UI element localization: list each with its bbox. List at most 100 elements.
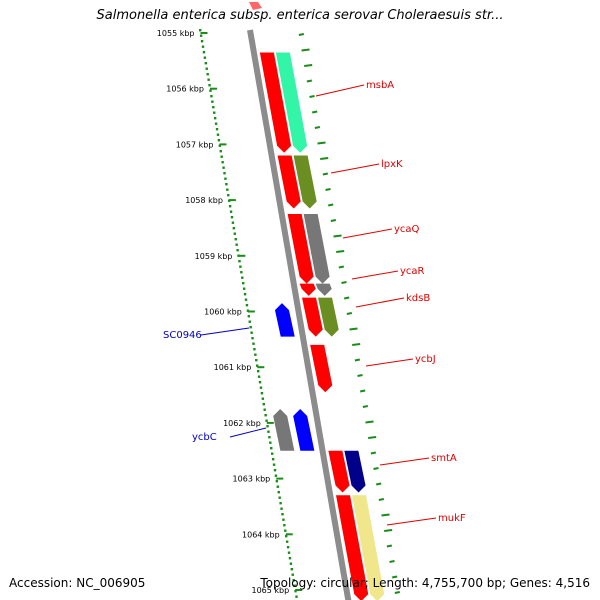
smta-cog-arrow[interactable] <box>344 450 366 493</box>
gc-tick <box>333 234 342 238</box>
gc-tick <box>343 296 350 300</box>
gc-tick <box>384 529 393 532</box>
tick-dot <box>259 386 263 389</box>
tick-dot <box>270 447 273 450</box>
gene-label-kdsb[interactable]: kdsB <box>406 293 430 304</box>
gc-tick <box>365 420 374 424</box>
tick-dot <box>287 551 291 554</box>
ycar-cog-arrow[interactable] <box>315 283 332 296</box>
tick-dot <box>261 397 265 400</box>
tick-dot <box>235 243 238 246</box>
tick-label: 1059 kbp <box>195 252 233 261</box>
tick-dot <box>262 403 265 406</box>
lpxk-gene-arrow[interactable] <box>277 155 301 209</box>
outer-gc-track <box>298 33 401 594</box>
kdsb-gene-arrow[interactable] <box>302 297 323 337</box>
mukf-gene-arrow[interactable] <box>336 495 369 600</box>
tick-dot <box>248 320 251 323</box>
tick-dot <box>274 474 278 477</box>
tick-dot <box>231 221 235 224</box>
tick-dot <box>279 502 282 505</box>
gene-label-ycar[interactable]: ycaR <box>400 266 425 277</box>
tick-dot <box>244 298 248 301</box>
tick-dot <box>238 260 241 263</box>
gene-label-lpxk[interactable]: lpxK <box>381 159 403 170</box>
tick-dot <box>266 425 269 428</box>
kdsb-cog-arrow[interactable] <box>318 297 339 337</box>
gene-leader-line <box>229 427 267 438</box>
tick-dot <box>216 133 220 136</box>
msba-cog-arrow[interactable] <box>275 52 308 153</box>
gene-leader-line <box>355 297 405 308</box>
gc-tick <box>327 203 334 207</box>
gc-tick <box>346 312 353 315</box>
gc-tick <box>301 48 310 52</box>
tick-label: 1055 kbp <box>157 29 195 38</box>
tick-dot <box>290 568 294 571</box>
gene-leader-line <box>315 84 365 97</box>
tick-dot <box>258 381 262 384</box>
gc-tick <box>378 498 385 501</box>
tick-dot <box>276 485 280 488</box>
tick-dot <box>205 67 208 70</box>
gc-tick <box>389 560 395 563</box>
tick-dot <box>277 491 280 494</box>
gc-tick <box>370 451 377 455</box>
gene-label-smta[interactable]: smtA <box>431 453 457 464</box>
gene-label-ycbc[interactable]: ycbC <box>192 432 217 443</box>
gene-label-ycaq[interactable]: ycaQ <box>394 224 420 235</box>
gc-tick <box>322 172 329 176</box>
ycar-gene-arrow[interactable] <box>299 283 316 296</box>
tick-dot <box>250 331 253 334</box>
smta-gene-arrow[interactable] <box>328 450 350 493</box>
tick-dot <box>236 249 239 252</box>
gene-label-msba[interactable]: msbA <box>366 80 394 91</box>
gc-tick <box>298 33 305 36</box>
lpxk-cog-arrow[interactable] <box>293 155 317 209</box>
tick-dot <box>239 265 242 268</box>
tick-dot <box>213 111 216 114</box>
tick-dot <box>257 375 261 378</box>
tick-dot <box>251 337 254 340</box>
tick-dot <box>295 595 298 598</box>
tick-dot <box>255 359 258 362</box>
gc-tick <box>349 327 358 331</box>
tick-dot <box>282 518 285 521</box>
gene-label-mukf[interactable]: mukF <box>438 513 466 524</box>
tick-dot <box>285 540 289 543</box>
tick-dot <box>294 590 297 593</box>
ycbj-gene-arrow[interactable] <box>310 344 333 393</box>
tick-dot <box>288 557 292 560</box>
tick-dot <box>272 463 276 466</box>
tick-dot <box>201 45 205 48</box>
gc-tick <box>391 575 398 579</box>
gc-tick <box>320 157 329 160</box>
tick-dot <box>219 150 222 153</box>
gc-tick <box>314 126 321 129</box>
tick-label: 1057 kbp <box>176 140 214 149</box>
tick-dot <box>240 271 243 274</box>
ycaq-gene-arrow[interactable] <box>287 214 314 284</box>
tick-dot <box>233 232 236 235</box>
tick-dot <box>264 414 267 417</box>
tick-dot <box>214 122 218 125</box>
tick-dot <box>242 287 246 290</box>
ycbc-gene-arrow[interactable] <box>293 408 315 451</box>
sc0946-gene-arrow[interactable] <box>274 303 295 337</box>
gene-leader-line <box>386 517 437 526</box>
accession-text: Accession: NC_006905 <box>9 576 146 590</box>
gene-arrow[interactable] <box>273 408 295 451</box>
tick-dot <box>234 238 237 241</box>
tick-label: 1060 kbp <box>204 308 242 317</box>
tick-dot <box>281 513 284 516</box>
tick-dot <box>267 430 270 433</box>
mukf-cog-arrow[interactable] <box>352 495 385 600</box>
ycaq-cog-arrow[interactable] <box>303 214 330 284</box>
tick-dot <box>243 293 247 296</box>
tick-dot <box>242 282 245 285</box>
gene-leader-line <box>330 163 380 174</box>
gene-label-ycbj[interactable]: ycbJ <box>415 354 436 365</box>
msba-gene-arrow[interactable] <box>259 52 292 153</box>
tick-dot <box>226 188 229 191</box>
gene-label-sc0946[interactable]: SC0946 <box>163 330 202 341</box>
